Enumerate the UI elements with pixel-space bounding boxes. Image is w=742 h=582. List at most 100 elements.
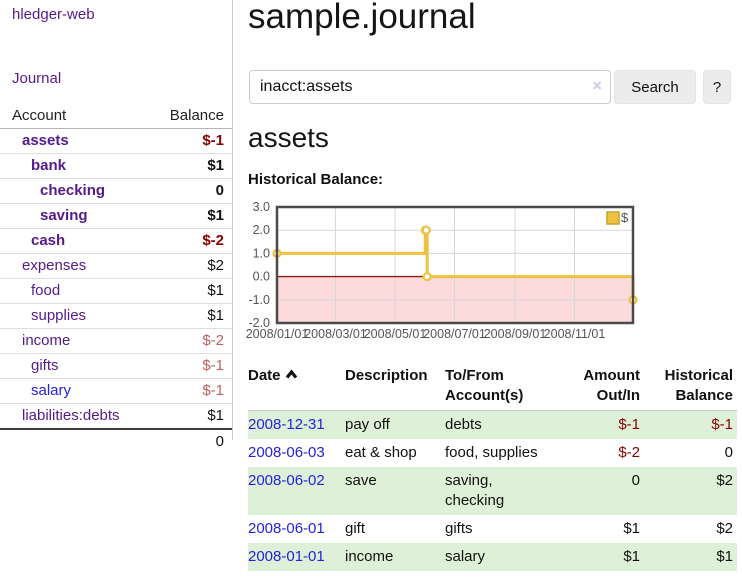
account-row: liabilities:debts $1 — [0, 403, 232, 430]
transaction-accounts: gifts — [445, 520, 473, 537]
search-input-wrap: × — [249, 70, 611, 104]
register-header-description: Description — [345, 362, 445, 411]
accounts-table: Account Balance assets $-1 bank $1 check… — [0, 104, 232, 454]
svg-text:1.0: 1.0 — [253, 246, 270, 260]
account-link[interactable]: assets — [22, 132, 69, 149]
account-link[interactable]: cash — [31, 232, 66, 249]
account-row: supplies $1 — [0, 303, 232, 329]
transaction-balance: 0 — [724, 444, 733, 461]
account-balance: $1 — [143, 203, 232, 229]
register-header-date[interactable]: Date — [248, 362, 345, 411]
register-header-row: Date Description To/From Account(s) Amou… — [248, 362, 737, 411]
brand-link[interactable]: hledger-web — [12, 6, 95, 23]
account-row: saving $1 — [0, 203, 232, 229]
register-header-amount: Amount Out/In — [557, 362, 644, 411]
account-link[interactable]: liabilities:debts — [22, 407, 120, 424]
page-title: sample.journal — [248, 0, 476, 36]
accounts-total-row: 0 — [0, 428, 232, 454]
clear-search-icon[interactable]: × — [592, 76, 602, 95]
transaction-date-link[interactable]: 2008-12-31 — [248, 416, 325, 433]
transaction-description: pay off — [345, 416, 390, 433]
transaction-amount: 0 — [631, 472, 640, 489]
transaction-date-link[interactable]: 2008-06-03 — [248, 444, 325, 461]
account-row: salary $-1 — [0, 378, 232, 404]
transaction-balance: $2 — [716, 472, 733, 489]
transaction-accounts: saving, checking — [445, 472, 505, 509]
account-balance: $-1 — [143, 378, 232, 404]
account-link[interactable]: checking — [40, 182, 106, 199]
account-link[interactable]: income — [22, 332, 71, 349]
transaction-date-link[interactable]: 2008-06-01 — [248, 520, 325, 537]
accounts-total-value: 0 — [0, 428, 232, 454]
transaction-description: eat & shop — [345, 444, 417, 461]
transaction-description: save — [345, 472, 377, 489]
svg-text:2008/07/01: 2008/07/01 — [423, 327, 486, 341]
account-balance: $-2 — [143, 328, 232, 354]
accounts-header-account: Account — [0, 104, 144, 129]
register-row: 2008-12-31 pay off debts $-1 $-1 — [248, 410, 737, 439]
svg-text:2008/01/01: 2008/01/01 — [246, 327, 308, 341]
account-row: expenses $2 — [0, 253, 232, 279]
transaction-date-link[interactable]: 2008-01-01 — [248, 548, 325, 565]
account-row: assets $-1 — [0, 128, 232, 154]
transaction-date-link[interactable]: 2008-06-02 — [248, 472, 325, 489]
account-link[interactable]: bank — [31, 157, 67, 174]
search-form: × Search ? — [248, 70, 742, 104]
account-balance: $1 — [143, 153, 232, 179]
svg-text:2008/11/01: 2008/11/01 — [544, 327, 606, 341]
account-balance: 0 — [143, 178, 232, 204]
account-link[interactable]: gifts — [31, 357, 59, 374]
account-balance: $1 — [143, 278, 232, 304]
svg-text:3.0: 3.0 — [253, 200, 270, 214]
svg-text:2008/05/01: 2008/05/01 — [364, 327, 427, 341]
account-row: bank $1 — [0, 153, 232, 179]
account-row: gifts $-1 — [0, 353, 232, 379]
account-balance: $1 — [143, 303, 232, 329]
transaction-amount: $-2 — [618, 444, 640, 461]
account-link[interactable]: saving — [40, 207, 88, 224]
account-link[interactable]: expenses — [22, 257, 87, 274]
account-balance: $1 — [143, 403, 232, 430]
register-header-accounts: To/From Account(s) — [445, 362, 557, 411]
chart-heading: Historical Balance: — [248, 171, 384, 188]
transaction-description: income — [345, 548, 394, 565]
register-header-balance: Historical Balance — [644, 362, 737, 411]
register-row: 2008-06-01 gift gifts $1 $2 — [248, 515, 737, 543]
account-row: cash $-2 — [0, 228, 232, 254]
svg-text:2008/09/01: 2008/09/01 — [484, 327, 547, 341]
search-help-button[interactable]: ? — [703, 70, 731, 104]
transaction-description: gift — [345, 520, 366, 537]
register-table: Date Description To/From Account(s) Amou… — [248, 362, 737, 571]
account-balance: $-2 — [143, 228, 232, 254]
svg-text:2.0: 2.0 — [253, 223, 270, 237]
sort-ascending-icon — [285, 369, 297, 379]
svg-text:0.0: 0.0 — [253, 270, 270, 284]
transaction-amount: $1 — [623, 548, 640, 565]
sidebar-divider — [232, 0, 233, 440]
transaction-accounts: salary — [445, 548, 486, 565]
accounts-header-balance: Balance — [143, 104, 232, 129]
account-row: checking 0 — [0, 178, 232, 204]
account-row: food $1 — [0, 278, 232, 304]
svg-text:2008/03/01: 2008/03/01 — [304, 327, 367, 341]
search-input[interactable] — [249, 70, 611, 104]
sidebar-item-journal[interactable]: Journal — [12, 70, 62, 87]
svg-text:$: $ — [621, 210, 629, 225]
search-button[interactable]: Search — [614, 70, 696, 104]
svg-text:-1.0: -1.0 — [248, 293, 270, 307]
transaction-amount: $1 — [623, 520, 640, 537]
register-row: 2008-06-02 save saving, checking 0 $2 — [248, 467, 737, 515]
main-content: sample.journal × Search ? assets Histori… — [246, 0, 742, 582]
account-link[interactable]: food — [31, 282, 61, 299]
transaction-balance: $1 — [716, 548, 733, 565]
transaction-balance: $2 — [716, 520, 733, 537]
historical-balance-chart: $3.0 2.0 1.0 0.0 -1.0 -2.02008/01/012008/03/0… — [246, 200, 638, 341]
sidebar: hledger-web Journal Account Balance asse… — [0, 0, 232, 582]
account-link[interactable]: salary — [31, 382, 72, 399]
transaction-accounts: food, supplies — [445, 444, 538, 461]
account-balance: $-1 — [143, 353, 232, 379]
account-link[interactable]: supplies — [31, 307, 87, 324]
account-balance: $2 — [143, 253, 232, 279]
register-row: 2008-06-03 eat & shop food, supplies $-2… — [248, 439, 737, 467]
